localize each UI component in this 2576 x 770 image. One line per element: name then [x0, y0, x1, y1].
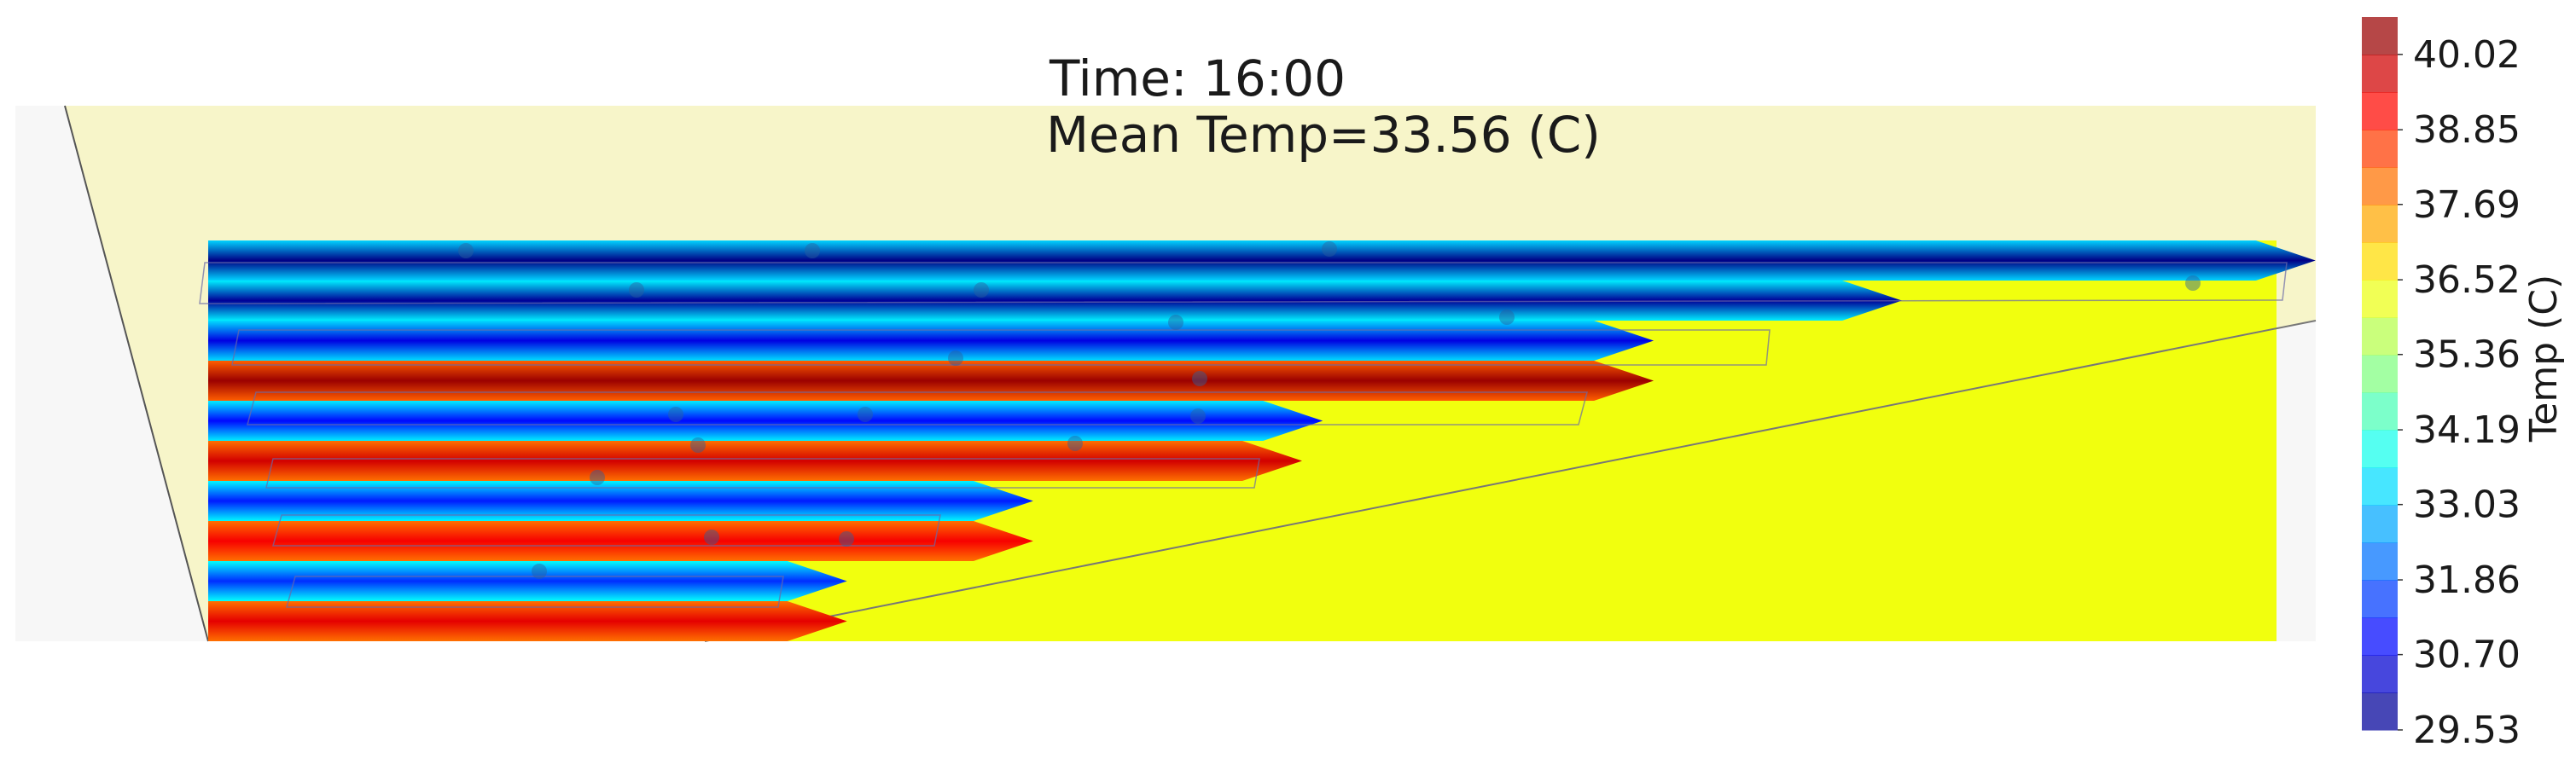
row-3-stripe: [208, 321, 1654, 361]
colorbar-segment: [2362, 130, 2398, 168]
sensor-marker-17: [948, 350, 963, 366]
sensor-marker-2: [805, 243, 820, 258]
row-outline-3: [247, 391, 1588, 426]
colorbar-tick-label: 34.19: [2413, 408, 2521, 452]
colorbar-segment: [2362, 55, 2398, 93]
colorbar-segment: [2362, 505, 2398, 543]
sensor-marker-11: [858, 407, 873, 422]
sensor-marker-5: [974, 282, 989, 298]
colorbar-tick-label: 30.70: [2413, 634, 2521, 677]
sensor-marker-18: [590, 470, 605, 485]
row-9-stripe: [208, 561, 847, 601]
colorbar-segment: [2362, 392, 2398, 431]
chart-title-time: Time: 16:00: [1050, 49, 1346, 107]
sensor-marker-3: [1322, 241, 1337, 257]
row-outline-1: [199, 262, 2288, 304]
colorbar-segment: [2362, 242, 2398, 281]
colorbar-tick-label: 37.69: [2413, 183, 2521, 227]
colorbar-segment: [2362, 355, 2398, 393]
colorbar-label: Temp (C): [2522, 275, 2566, 443]
colorbar-segment: [2362, 692, 2398, 731]
colorbar-segment: [2362, 655, 2398, 693]
sensor-marker-13: [690, 437, 706, 453]
sensor-marker-1: [458, 243, 474, 258]
sensor-marker-9: [1192, 371, 1207, 386]
colorbar-segment: [2362, 92, 2398, 130]
row-outline-5: [272, 514, 941, 547]
boundary-line-diagonal: [704, 320, 2317, 642]
colorbar-segment: [2362, 167, 2398, 206]
colorbar-segment: [2362, 317, 2398, 356]
row-outline-6: [286, 576, 784, 608]
sensor-marker-6: [2185, 275, 2201, 291]
sensor-marker-12: [1190, 408, 1206, 424]
colorbar-segment: [2362, 17, 2398, 55]
colorbar-segment: [2362, 430, 2398, 468]
sensor-marker-10: [668, 407, 683, 422]
sensor-marker-8: [1499, 310, 1515, 325]
colorbar-tick-label: 40.02: [2413, 33, 2521, 77]
row-7-stripe: [208, 481, 1033, 521]
colorbar-tick-label: 31.86: [2413, 559, 2521, 602]
row-outline-2: [231, 329, 1771, 366]
row-10-stripe: [208, 601, 847, 641]
colorbar-segment: [2362, 467, 2398, 506]
colorbar-tick-label: 35.36: [2413, 333, 2521, 377]
colorbar-segment: [2362, 542, 2398, 581]
colorbar-tick-label: 38.85: [2413, 108, 2521, 152]
sensor-marker-15: [839, 531, 854, 547]
colorbar-segment: [2362, 617, 2398, 656]
sensor-marker-7: [1168, 315, 1183, 330]
row-5-stripe: [208, 401, 1323, 441]
sensor-marker-4: [629, 282, 644, 298]
colorbar-tick-label: 29.53: [2413, 709, 2521, 752]
colorbar-segment: [2362, 580, 2398, 618]
sensor-marker-14: [704, 530, 719, 545]
row-outline-4: [265, 458, 1260, 489]
row-4-stripe: [208, 361, 1654, 401]
chart-title-mean-temp: Mean Temp=33.56 (C): [1046, 106, 1601, 164]
colorbar-segment: [2362, 205, 2398, 243]
row-6-stripe: [208, 441, 1302, 481]
sensor-marker-19: [1067, 436, 1083, 451]
boundary-line-left: [64, 105, 209, 642]
colorbar-tick-label: 33.03: [2413, 483, 2521, 527]
sensor-marker-16: [532, 564, 547, 579]
colorbar-tick-label: 36.52: [2413, 258, 2521, 302]
row-1-stripe: [208, 240, 2316, 281]
colorbar-segment: [2362, 280, 2398, 318]
row-8-stripe: [208, 521, 1033, 561]
row-2-stripe: [208, 281, 1902, 321]
